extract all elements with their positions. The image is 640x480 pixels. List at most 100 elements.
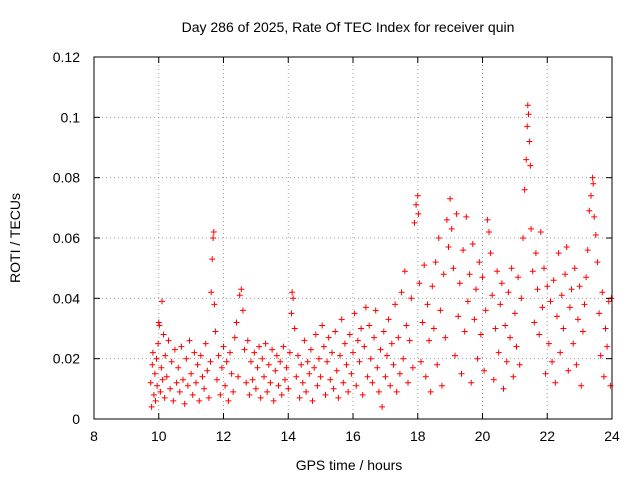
data-point — [547, 298, 554, 305]
data-point — [374, 364, 381, 371]
data-point — [450, 265, 457, 272]
x-tick-label: 12 — [216, 428, 232, 444]
data-point — [495, 349, 502, 356]
data-point — [369, 379, 376, 386]
data-point — [191, 349, 198, 356]
data-point — [529, 268, 536, 275]
x-tick-label: 14 — [280, 428, 296, 444]
data-point — [398, 289, 405, 296]
data-point — [562, 271, 569, 278]
data-point — [484, 216, 491, 223]
data-point — [338, 316, 345, 323]
data-point — [238, 286, 245, 293]
x-tick-label: 8 — [90, 428, 98, 444]
data-point — [523, 156, 530, 163]
data-point — [317, 373, 324, 380]
data-point — [241, 346, 248, 353]
data-point — [290, 295, 297, 302]
data-point — [335, 394, 342, 401]
data-point — [566, 304, 573, 311]
data-point — [275, 382, 282, 389]
data-point — [295, 352, 301, 359]
data-point — [396, 370, 403, 377]
data-point — [589, 174, 596, 181]
data-point — [161, 394, 168, 401]
data-point — [403, 322, 410, 329]
x-axis-label: GPS time / hours — [296, 457, 403, 473]
data-point — [351, 310, 358, 317]
data-point — [261, 373, 267, 380]
data-point — [418, 358, 424, 365]
data-point — [330, 385, 337, 392]
data-point — [550, 277, 557, 284]
data-point — [160, 331, 167, 338]
data-point — [212, 328, 219, 335]
data-point — [367, 355, 374, 362]
data-point — [463, 213, 470, 220]
data-point — [341, 340, 348, 347]
y-tick-label: 0.06 — [53, 230, 80, 246]
data-point — [532, 250, 539, 257]
data-point — [211, 301, 218, 308]
data-point — [542, 370, 549, 377]
data-point — [168, 358, 175, 365]
data-point — [314, 382, 321, 389]
data-point — [163, 373, 170, 380]
data-point — [490, 376, 497, 383]
data-point — [560, 325, 567, 332]
data-point — [167, 385, 174, 392]
data-point — [264, 388, 271, 395]
data-point — [576, 283, 583, 290]
data-point — [273, 352, 280, 359]
data-point — [586, 207, 593, 214]
data-point — [469, 241, 476, 247]
data-point — [575, 316, 581, 323]
data-point — [599, 289, 606, 296]
data-point — [222, 382, 229, 389]
data-point — [289, 289, 296, 296]
data-point — [453, 210, 460, 217]
data-point — [208, 289, 215, 296]
data-point — [175, 364, 182, 371]
data-point — [156, 322, 163, 329]
y-tick-label: 0.02 — [53, 351, 80, 367]
data-point — [252, 385, 259, 392]
data-point — [571, 265, 578, 272]
data-point — [343, 361, 350, 368]
data-point — [592, 232, 599, 238]
data-point — [257, 394, 264, 401]
data-point — [193, 379, 199, 386]
data-point — [248, 358, 254, 365]
data-point — [498, 280, 505, 287]
data-point — [448, 225, 455, 232]
data-point — [304, 358, 311, 365]
data-point — [282, 376, 288, 383]
data-point — [199, 373, 206, 380]
data-point — [440, 271, 447, 278]
data-point — [235, 373, 242, 380]
data-point — [218, 364, 225, 371]
data-point — [256, 343, 263, 350]
data-point — [337, 352, 343, 359]
data-point — [147, 379, 154, 386]
data-point — [270, 397, 277, 404]
data-point — [494, 268, 501, 275]
data-point — [527, 162, 534, 169]
data-point — [605, 298, 612, 305]
data-point — [165, 337, 172, 344]
data-point — [277, 358, 284, 365]
data-point — [214, 376, 220, 383]
data-point — [588, 192, 594, 199]
data-point — [149, 349, 156, 356]
tick-labels: 8 10 12 14 16 18 20 22 24 0 0.02 0.04 0.06 0.08 0.1 0.1… — [53, 49, 620, 444]
data-point — [476, 259, 483, 266]
data-point — [406, 337, 413, 344]
data-point — [340, 379, 347, 386]
y-tick-label: 0 — [72, 411, 80, 427]
data-point — [534, 286, 541, 293]
data-point — [390, 361, 397, 368]
data-point — [202, 340, 209, 347]
data-point — [291, 325, 298, 332]
data-point — [539, 304, 546, 311]
